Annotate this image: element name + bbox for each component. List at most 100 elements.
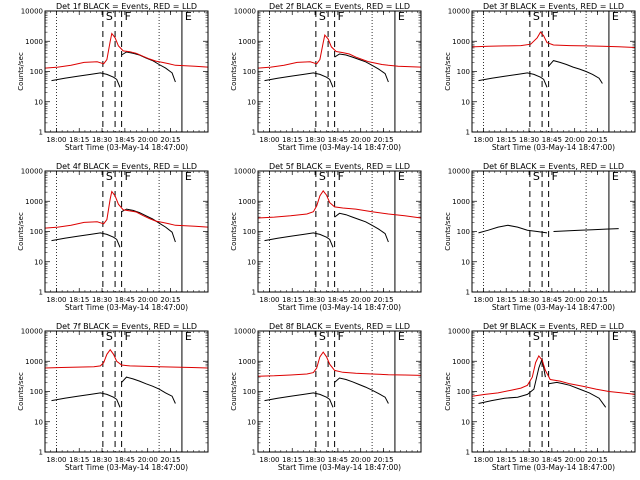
y-axis-label: Counts/sec: [444, 52, 452, 91]
series-line-black-segment: [51, 72, 121, 88]
y-tick-label: 10000: [21, 8, 43, 16]
x-axis-label: Start Time (03-May-14 18:47:00): [278, 143, 401, 152]
marker-label-S: S: [319, 10, 326, 23]
plot-frame: [44, 330, 209, 453]
series-line-red-segment: [257, 351, 422, 377]
y-tick-label: 100: [243, 68, 256, 76]
y-tick-label: 1: [252, 289, 256, 297]
y-tick-label: 100: [243, 228, 256, 236]
marker-label-F: F: [552, 10, 558, 23]
x-tick-label: 20:00: [565, 456, 585, 464]
y-tick-label: 10: [34, 98, 43, 106]
marker-label-E: E: [185, 330, 192, 343]
chart-panel-2: Det 2f BLACK = Events, RED = LLD 1 10 100 10…: [230, 2, 422, 152]
y-tick-label: 1: [466, 129, 470, 137]
marker-label-E: E: [185, 10, 192, 23]
series-line-black-segment: [264, 392, 334, 408]
x-tick-label: 18:15: [282, 296, 302, 304]
marker-label-F: F: [125, 170, 131, 183]
series-line-black-segment: [121, 208, 176, 243]
x-axis-label: Start Time (03-May-14 18:47:00): [492, 463, 615, 472]
x-tick-label: 18:30: [519, 136, 539, 144]
x-tick-label: 20:00: [138, 456, 158, 464]
marker-label-E: E: [398, 10, 405, 23]
y-tick-label: 10: [247, 98, 256, 106]
y-tick-label: 100: [30, 228, 43, 236]
x-tick-label: 20:00: [351, 296, 371, 304]
series-line-red-segment: [44, 32, 209, 69]
x-axis-label: Start Time (03-May-14 18:47:00): [492, 303, 615, 312]
y-tick-label: 10: [461, 98, 470, 106]
marker-label-F: F: [338, 10, 344, 23]
x-tick-label: 18:15: [282, 456, 302, 464]
x-tick-label: 20:15: [587, 296, 607, 304]
y-tick-label: 1: [466, 449, 470, 457]
x-tick-label: 18:15: [69, 296, 89, 304]
x-tick-label: 18:00: [473, 456, 493, 464]
y-axis-label: Counts/sec: [230, 372, 238, 411]
marker-label-S: S: [106, 10, 113, 23]
marker-label-S: S: [106, 330, 113, 343]
chart-title: Det 9f BLACK = Events, RED = LLD: [483, 322, 624, 331]
x-tick-label: 18:30: [305, 136, 325, 144]
y-tick-label: 1000: [25, 38, 43, 46]
x-tick-label: 18:00: [259, 296, 279, 304]
y-tick-label: 10000: [448, 168, 470, 176]
chart-panel-7: Det 7f BLACK = Events, RED = LLD 1 10 100 10…: [17, 322, 209, 472]
chart-title: Det 6f BLACK = Events, RED = LLD: [483, 162, 624, 171]
y-tick-label: 10: [247, 258, 256, 266]
series-line-black-segment: [51, 232, 121, 248]
marker-label-F: F: [125, 330, 131, 343]
x-tick-label: 20:15: [373, 456, 393, 464]
x-tick-label: 18:45: [115, 456, 135, 464]
x-tick-label: 18:15: [282, 136, 302, 144]
series-line-black-segment: [51, 392, 121, 408]
marker-label-E: E: [612, 10, 619, 23]
plot-frame: [257, 170, 422, 293]
x-tick-label: 18:15: [496, 456, 516, 464]
series-line-black-segment: [478, 224, 548, 234]
y-tick-label: 10: [34, 418, 43, 426]
x-axis-label: Start Time (03-May-14 18:47:00): [278, 303, 401, 312]
x-tick-label: 20:00: [565, 136, 585, 144]
chart-panel-3: Det 3f BLACK = Events, RED = LLD 1 10 100 10…: [444, 2, 636, 152]
y-tick-label: 1000: [452, 38, 470, 46]
x-axis-label: Start Time (03-May-14 18:47:00): [65, 143, 188, 152]
marker-label-E: E: [612, 170, 619, 183]
series-line-red-segment: [44, 348, 209, 369]
x-tick-label: 18:30: [92, 456, 112, 464]
chart-title: Det 2f BLACK = Events, RED = LLD: [269, 2, 410, 11]
series-line-black-segment: [548, 60, 603, 84]
marker-label-S: S: [319, 330, 326, 343]
y-tick-label: 10: [461, 258, 470, 266]
plot-frame: [44, 10, 209, 133]
x-tick-label: 18:45: [328, 456, 348, 464]
y-tick-label: 100: [457, 388, 470, 396]
x-tick-label: 20:15: [587, 456, 607, 464]
chart-title: Det 1f BLACK = Events, RED = LLD: [56, 2, 197, 11]
marker-label-S: S: [533, 330, 540, 343]
series-line-black-segment: [334, 53, 389, 83]
y-tick-label: 1000: [25, 358, 43, 366]
x-tick-label: 18:45: [542, 136, 562, 144]
y-axis-label: Counts/sec: [17, 372, 25, 411]
x-tick-label: 20:00: [351, 456, 371, 464]
series-line-black-segment: [264, 72, 334, 88]
x-tick-label: 20:15: [160, 136, 180, 144]
x-axis-label: Start Time (03-May-14 18:47:00): [278, 463, 401, 472]
y-tick-label: 10: [461, 418, 470, 426]
series-line-black-segment: [553, 228, 619, 232]
y-axis-label: Counts/sec: [17, 52, 25, 91]
x-tick-label: 20:00: [138, 296, 158, 304]
y-tick-label: 1: [39, 289, 43, 297]
x-axis-label: Start Time (03-May-14 18:47:00): [65, 303, 188, 312]
marker-label-E: E: [612, 330, 619, 343]
x-tick-label: 18:15: [496, 296, 516, 304]
series-line-black-segment: [478, 72, 548, 88]
plot-frame: [471, 170, 636, 293]
x-tick-label: 18:00: [259, 456, 279, 464]
y-tick-label: 1: [466, 289, 470, 297]
plot-frame: [257, 330, 422, 453]
marker-label-E: E: [185, 170, 192, 183]
